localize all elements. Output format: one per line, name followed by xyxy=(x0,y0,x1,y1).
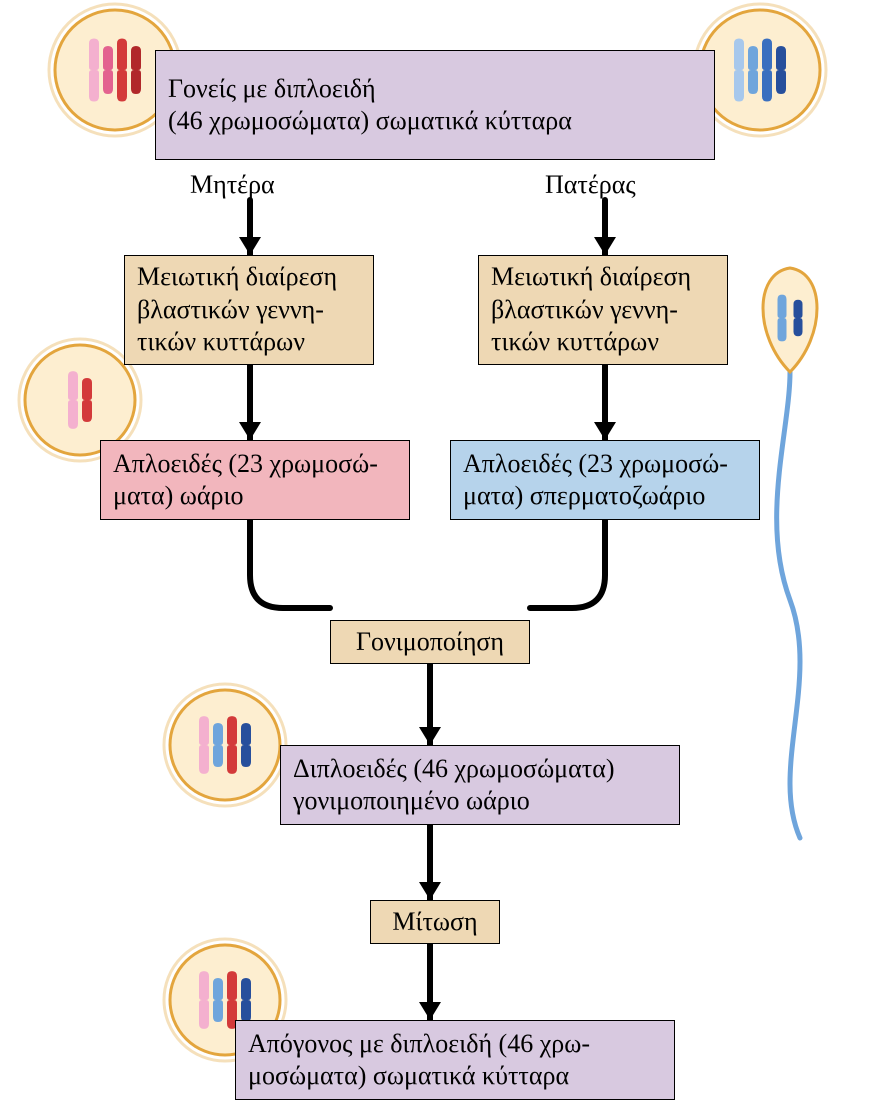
arrowhead-mother-to-meiosis xyxy=(239,237,261,255)
arrowhead-fert-to-zygote xyxy=(419,727,441,745)
box-zygote: Διπλοειδές (46 χρωμοσώματα) γονιμοποιημέ… xyxy=(280,745,680,825)
box-mitosis: Μίτωση xyxy=(370,900,500,944)
box-meiosisFather: Μειωτική διαίρεση βλαστικών γεννη- τικών… xyxy=(478,255,728,365)
box-haploidSperm: Απλοειδές (23 χρωμοσώ- ματα) σπερματοζωά… xyxy=(450,440,760,520)
arrowhead-meiosis-to-egg-m xyxy=(239,422,261,440)
label-father: Πατέρας xyxy=(545,170,636,200)
box-meiosisMother: Μειωτική διαίρεση βλαστικών γεννη- τικών… xyxy=(124,255,374,365)
arrowhead-mitosis-to-offsp xyxy=(419,1002,441,1020)
box-offspring: Απόγονος με διπλοειδή (46 χρω- μοσώματα)… xyxy=(235,1020,675,1100)
box-haploidEgg: Απλοειδές (23 χρωμοσώ- ματα) ωάριο xyxy=(100,440,410,520)
box-fertilization: Γονιμοποίηση xyxy=(330,620,530,664)
sperm-icon xyxy=(763,268,817,838)
arrowhead-zygote-to-mitosis xyxy=(419,882,441,900)
label-mother: Μητέρα xyxy=(190,170,275,200)
arrow-join-right xyxy=(530,520,605,608)
arrowhead-father-to-meiosis xyxy=(594,237,616,255)
box-parentsTop: Γονείς με διπλοειδή (46 χρωμοσώματα) σωμ… xyxy=(155,50,715,160)
arrow-join-left xyxy=(250,520,330,608)
cell-zygoteCell xyxy=(164,684,286,806)
arrowhead-meiosis-to-sperm-f xyxy=(594,422,616,440)
